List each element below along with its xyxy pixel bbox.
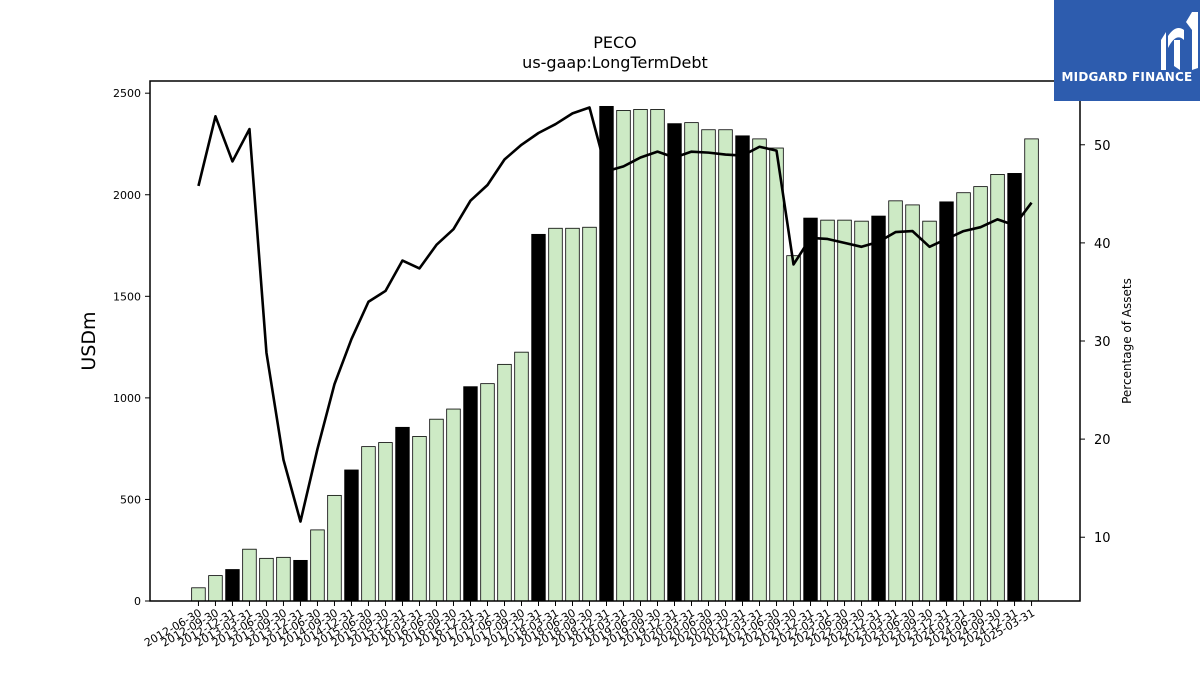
bar xyxy=(531,233,546,602)
bar xyxy=(701,129,716,602)
bar xyxy=(922,220,937,602)
bar xyxy=(854,220,869,602)
bar xyxy=(446,408,461,602)
bar xyxy=(310,529,325,602)
bar xyxy=(344,469,359,602)
bar xyxy=(990,174,1005,602)
bar xyxy=(973,186,988,602)
bar xyxy=(361,446,376,602)
bar xyxy=(497,363,512,602)
bar xyxy=(259,557,274,602)
y-tick-label: 1500 xyxy=(113,290,141,303)
bar xyxy=(599,105,614,602)
chart-subtitle: us-gaap:LongTermDebt xyxy=(522,53,708,72)
bar xyxy=(548,227,563,602)
bar xyxy=(956,192,971,602)
bar xyxy=(871,215,886,602)
y2-tick-label: 40 xyxy=(1094,237,1111,252)
y2-tick-label: 10 xyxy=(1094,531,1111,546)
plot-area: 0500100015002000250010203040502012-06-30… xyxy=(113,80,1111,650)
bar xyxy=(208,575,223,602)
y2-axis-label: Percentage of Assets xyxy=(1120,278,1134,404)
y-tick-label: 1000 xyxy=(113,392,141,405)
bar xyxy=(293,559,308,602)
y2-tick-label: 20 xyxy=(1094,433,1111,448)
y-tick-label: 2500 xyxy=(113,87,141,100)
bar xyxy=(225,569,240,602)
y-tick-label: 2000 xyxy=(113,189,141,202)
bar xyxy=(888,200,903,602)
midgard-finance-logo: MIDGARD FINANCE xyxy=(1054,0,1200,101)
bar xyxy=(820,219,835,602)
bar xyxy=(1007,173,1022,602)
bar xyxy=(582,226,597,602)
chart-title: PECO xyxy=(593,33,637,52)
bar xyxy=(650,109,665,602)
bar xyxy=(633,109,648,602)
bar xyxy=(412,436,427,602)
bar xyxy=(327,494,342,602)
bar xyxy=(463,386,478,602)
logo-mark-icon xyxy=(1161,12,1198,70)
bar xyxy=(769,147,784,602)
y-axis-label: USDm xyxy=(78,311,100,370)
bar xyxy=(939,201,954,602)
bar xyxy=(242,548,257,602)
y2-tick-label: 50 xyxy=(1094,139,1111,154)
bar xyxy=(395,426,410,602)
bar xyxy=(837,219,852,602)
y-tick-label: 500 xyxy=(120,493,141,506)
bar xyxy=(276,556,291,602)
bar xyxy=(735,135,750,602)
bar xyxy=(752,138,767,602)
bar xyxy=(616,110,631,602)
pct-of-assets-line xyxy=(197,106,1033,523)
bar xyxy=(803,217,818,602)
bar xyxy=(514,351,529,602)
y-tick-label: 0 xyxy=(134,595,141,608)
bar xyxy=(378,442,393,602)
y2-tick-label: 30 xyxy=(1094,335,1111,350)
bar xyxy=(718,129,733,602)
bar xyxy=(684,122,699,602)
bar xyxy=(429,418,444,602)
logo-text: MIDGARD FINANCE xyxy=(1061,70,1193,84)
bar xyxy=(905,204,920,602)
bar xyxy=(565,227,580,602)
bar xyxy=(667,123,682,602)
bar xyxy=(786,255,801,602)
bar xyxy=(480,383,495,602)
bar xyxy=(191,587,206,602)
